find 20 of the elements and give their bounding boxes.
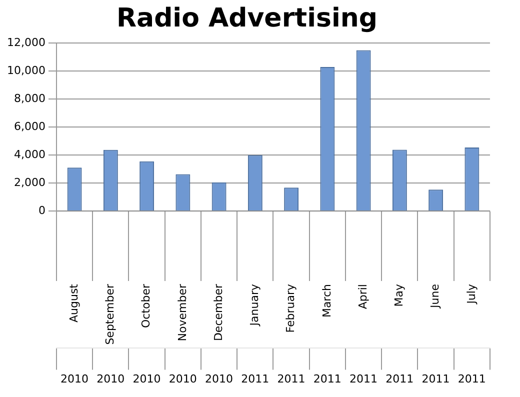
- category-label: December 2010: [205, 284, 234, 386]
- y-tick-label: 10,000: [6, 64, 46, 78]
- chart-title: Radio Advertising: [116, 3, 378, 34]
- category-label: May 2011: [386, 284, 414, 386]
- category-label: August 2010: [60, 284, 89, 386]
- y-tick-label: 6,000: [14, 120, 46, 133]
- category-label: June 2011: [422, 284, 450, 386]
- category-label: September 2010: [96, 284, 125, 386]
- category-label: April 2011: [350, 284, 378, 386]
- category-label: January 2011: [241, 284, 270, 386]
- y-tick-label: 4,000: [14, 148, 46, 161]
- y-tick-label: 2,000: [14, 176, 46, 189]
- category-label: March 2011: [313, 284, 342, 386]
- category-label: July 2011: [458, 284, 486, 386]
- y-tick-label: 0: [38, 204, 46, 217]
- category-label: November 2010: [168, 284, 197, 386]
- y-tick-label: 8,000: [14, 92, 46, 105]
- category-label: February 2011: [277, 284, 306, 386]
- category-label: October 2010: [132, 284, 161, 386]
- y-tick-label: 12,000: [6, 36, 46, 50]
